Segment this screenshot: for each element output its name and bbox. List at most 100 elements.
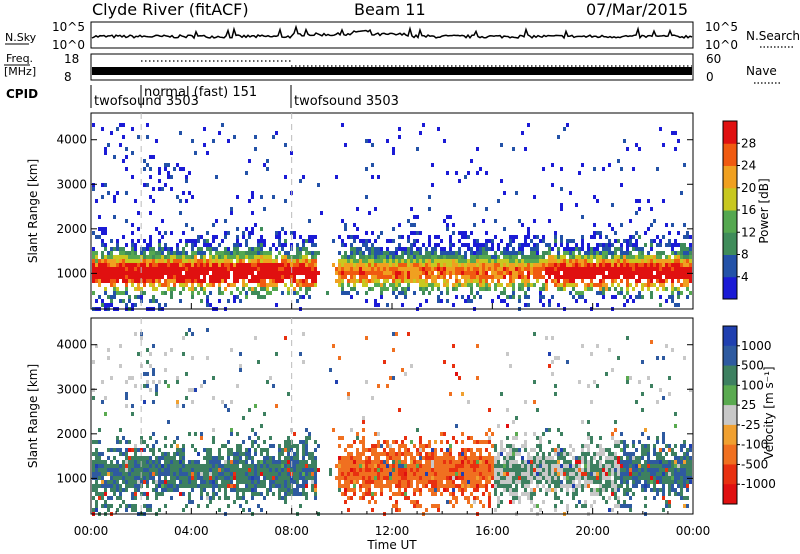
velocity-cell [242, 460, 245, 464]
power-cell [179, 267, 182, 271]
power-cell [563, 263, 566, 267]
power-cell [149, 251, 152, 255]
velocity-cell [644, 448, 647, 452]
power-cell [662, 199, 665, 203]
velocity-cell [380, 488, 383, 492]
power-cell [374, 255, 377, 259]
velocity-cell [176, 476, 179, 480]
velocity-cell [647, 468, 650, 472]
velocity-cell [287, 480, 290, 484]
power-cell [167, 279, 170, 283]
power-cell [650, 283, 653, 287]
velocity-cell [215, 476, 218, 480]
velocity-cell [296, 484, 299, 488]
power-cell [356, 207, 359, 211]
velocity-cell [611, 456, 614, 460]
power-cell [269, 247, 272, 251]
power-cell [155, 139, 158, 143]
velocity-cell [209, 472, 212, 476]
power-cell [398, 275, 401, 279]
velocity-cell [347, 444, 350, 448]
power-cell [242, 263, 245, 267]
power-cell [521, 259, 524, 263]
power-cell [251, 251, 254, 255]
power-cell [623, 239, 626, 243]
velocity-cell [374, 456, 377, 460]
power-cell [608, 263, 611, 267]
velocity-cell [383, 476, 386, 480]
velocity-cell [629, 456, 632, 460]
power-cell [392, 227, 395, 231]
power-colorbar-tick-label: 8 [741, 248, 749, 262]
power-cell [458, 179, 461, 183]
velocity-cell [185, 372, 188, 376]
velocity-cell [581, 456, 584, 460]
power-cell [665, 287, 668, 291]
power-cell [203, 263, 206, 267]
velocity-cell [524, 432, 527, 436]
power-cell [551, 271, 554, 275]
velocity-cell [305, 496, 308, 500]
velocity-cell [254, 476, 257, 480]
velocity-cell [206, 480, 209, 484]
velocity-cell [380, 468, 383, 472]
velocity-cell [296, 456, 299, 460]
power-cell [206, 295, 209, 299]
velocity-cell [230, 464, 233, 468]
power-cell [311, 251, 314, 255]
power-cell [251, 259, 254, 263]
station-title: Clyde River (fitACF) [92, 0, 249, 19]
velocity-cell [398, 492, 401, 496]
power-cell [245, 243, 248, 247]
velocity-cell [296, 460, 299, 464]
power-cell [569, 247, 572, 251]
power-cell [548, 243, 551, 247]
power-cell [605, 243, 608, 247]
velocity-cell [431, 480, 434, 484]
power-cell [230, 283, 233, 287]
power-cell [632, 271, 635, 275]
power-cell [413, 251, 416, 255]
date-title: 07/Mar/2015 [586, 0, 688, 19]
velocity-cell [641, 456, 644, 460]
power-cell [467, 299, 470, 303]
power-cell [473, 295, 476, 299]
power-cell [251, 231, 254, 235]
power-cell [125, 167, 128, 171]
power-cell [371, 259, 374, 263]
velocity-cell [434, 480, 437, 484]
velocity-cell [473, 480, 476, 484]
velocity-cell [392, 460, 395, 464]
velocity-cell [263, 440, 266, 444]
velocity-cell [542, 432, 545, 436]
power-cell [122, 135, 125, 139]
velocity-cell [254, 404, 257, 408]
power-cell [101, 279, 104, 283]
velocity-cell [413, 476, 416, 480]
velocity-cell [626, 336, 629, 340]
power-cell [125, 271, 128, 275]
power-cell [635, 243, 638, 247]
power-cell [581, 255, 584, 259]
power-cell [134, 263, 137, 267]
velocity-cell [413, 444, 416, 448]
velocity-cell [593, 480, 596, 484]
power-cell [560, 235, 563, 239]
power-cell [107, 263, 110, 267]
power-cell [98, 235, 101, 239]
velocity-cell [338, 356, 341, 360]
velocity-cell [212, 396, 215, 400]
power-cell [404, 267, 407, 271]
velocity-cell [197, 504, 200, 508]
power-cell [149, 259, 152, 263]
power-cell [452, 255, 455, 259]
velocity-cell [407, 464, 410, 468]
velocity-cell [179, 468, 182, 472]
power-cell [407, 251, 410, 255]
power-cell [575, 291, 578, 295]
velocity-cell [488, 436, 491, 440]
power-cell [140, 295, 143, 299]
power-cell [209, 243, 212, 247]
velocity-cell [581, 468, 584, 472]
power-cell [107, 259, 110, 263]
